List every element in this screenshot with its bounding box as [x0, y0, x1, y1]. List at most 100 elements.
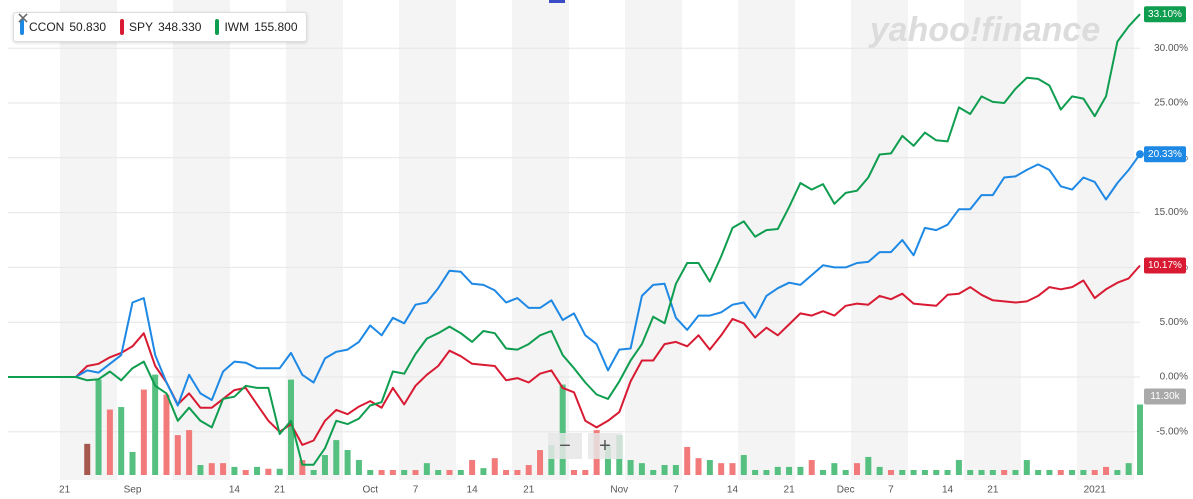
- week-band: [1077, 0, 1134, 480]
- week-band: [851, 0, 908, 480]
- volume-bar: [1091, 470, 1098, 475]
- volume-bar: [186, 430, 193, 475]
- volume-bar: [378, 470, 385, 475]
- volume-bar: [955, 460, 962, 475]
- volume-bar: [604, 445, 611, 475]
- volume-bar: [774, 466, 781, 475]
- volume-bar: [559, 384, 566, 475]
- volume-bar: [503, 470, 510, 475]
- week-band: [60, 0, 117, 480]
- legend-name: CCON: [29, 20, 65, 34]
- volume-bar: [571, 470, 577, 475]
- legend-swatch: [215, 19, 220, 35]
- week-band: [512, 0, 569, 480]
- volume-bar: [254, 466, 261, 475]
- volume-bar: [752, 470, 759, 475]
- volume-bar: [95, 379, 102, 475]
- end-dot: [1136, 150, 1144, 159]
- x-tick-label: 7: [888, 485, 894, 496]
- x-tick-label: 7: [413, 485, 419, 496]
- x-tick-label: 21: [59, 485, 71, 496]
- volume-bar: [797, 466, 804, 475]
- volume-bar: [355, 460, 362, 475]
- legend-swatch: [120, 19, 125, 35]
- volume-bar: [1035, 470, 1042, 475]
- volume-label: 11.30k: [1150, 391, 1180, 402]
- volume-bar: [389, 470, 396, 475]
- volume-bar: [344, 450, 351, 475]
- volume-bar: [469, 460, 476, 475]
- volume-bar: [129, 451, 136, 475]
- legend-item: SPY 348.330: [18, 13, 209, 41]
- top-marker: [549, 0, 565, 3]
- zoom-button[interactable]: −: [548, 433, 582, 459]
- end-label: 33.10%: [1148, 9, 1182, 20]
- volume-bar: [1114, 470, 1121, 475]
- x-tick-label: Nov: [610, 485, 628, 496]
- legend-name: SPY: [129, 20, 154, 34]
- legend-name: IWM: [224, 20, 250, 34]
- volume-bar: [299, 460, 306, 475]
- volume-bar: [820, 470, 827, 475]
- volume-bar: [220, 463, 227, 475]
- x-tick-label: 14: [229, 485, 241, 496]
- volume-bar: [140, 389, 147, 475]
- volume-bar: [729, 463, 736, 475]
- volume-bar: [84, 443, 91, 475]
- volume-bar: [435, 470, 442, 475]
- zoom-button[interactable]: +: [588, 433, 622, 459]
- volume-bar: [514, 470, 521, 475]
- week-band: [738, 0, 795, 480]
- volume-bar: [786, 466, 793, 475]
- volume-bar: [548, 445, 555, 475]
- volume-bar: [1103, 466, 1110, 475]
- volume-bar: [910, 470, 917, 475]
- volume-bar: [944, 470, 951, 475]
- volume-bar: [446, 470, 453, 475]
- remove-button[interactable]: [18, 13, 28, 23]
- volume-bar: [491, 458, 498, 475]
- volume-bar: [288, 379, 294, 475]
- volume-bar: [1023, 460, 1030, 475]
- x-tick-label: 21: [784, 485, 796, 496]
- volume-bar: [333, 440, 340, 475]
- volume-bar: [1046, 470, 1053, 475]
- y-tick-label: 25.00%: [1154, 98, 1188, 109]
- volume-bar: [638, 463, 645, 475]
- volume-bar: [763, 470, 770, 475]
- volume-bar: [627, 460, 634, 475]
- end-label: 20.33%: [1148, 149, 1182, 160]
- volume-bar: [457, 470, 464, 475]
- end-label-bg: [1144, 6, 1186, 23]
- x-tick-label: 2021: [1084, 485, 1107, 496]
- volume-bar: [582, 470, 589, 475]
- week-band: [286, 0, 343, 480]
- volume-label-bg: [1144, 388, 1186, 405]
- volume-bar: [265, 468, 272, 475]
- volume-bar: [412, 470, 419, 475]
- legend: CCON 50.830 SPY 348.330 IWM 155.800: [13, 12, 307, 42]
- volume-bar: [242, 470, 249, 475]
- volume-bar: [672, 465, 679, 475]
- week-band: [625, 0, 682, 480]
- volume-bar: [321, 455, 328, 475]
- volume-bar: [152, 374, 159, 475]
- volume-bar: [740, 455, 747, 475]
- legend-quote: 155.800: [254, 20, 298, 34]
- series-line: [8, 153, 1141, 407]
- volume-bar: [661, 465, 668, 475]
- volume-bar: [1012, 470, 1019, 475]
- volume-bar: [876, 466, 883, 475]
- zoom-controls: − +: [548, 433, 628, 459]
- volume-bar: [978, 470, 985, 475]
- legend-quote: 50.830: [69, 20, 107, 34]
- end-label: 10.17%: [1148, 260, 1182, 271]
- x-tick-label: Sep: [124, 485, 142, 496]
- volume-bar: [854, 463, 860, 475]
- volume-bar: [808, 460, 815, 475]
- volume-bar: [106, 409, 113, 475]
- volume-bar: [480, 468, 487, 475]
- y-tick-label: 30.00%: [1154, 43, 1188, 54]
- legend-item: IWM 155.800: [18, 13, 305, 41]
- volume-bar: [1069, 470, 1076, 475]
